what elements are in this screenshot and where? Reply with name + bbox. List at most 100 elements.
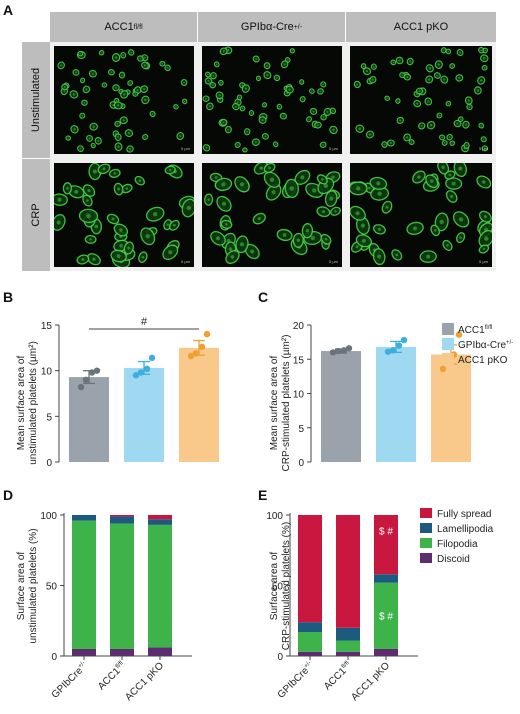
platelet	[263, 71, 272, 80]
platelet-core	[110, 71, 113, 74]
platelet	[292, 232, 304, 248]
platelet-core	[324, 237, 328, 241]
platelet-core	[322, 116, 325, 119]
platelet-core	[428, 67, 432, 70]
platelet	[119, 116, 128, 125]
platelet-core	[451, 65, 453, 67]
platelet-core	[372, 65, 375, 68]
platelet-core	[136, 89, 139, 92]
stack-segment	[298, 515, 322, 623]
platelet-core	[246, 130, 249, 133]
platelet	[408, 139, 415, 146]
platelet	[426, 120, 436, 130]
micrograph-unstimulated-gpiba-cre: 5 µm	[202, 46, 342, 154]
platelet	[355, 216, 370, 235]
platelet-core	[130, 51, 133, 54]
legend-label: Filopodia	[437, 539, 478, 550]
platelet-core	[377, 254, 382, 259]
y-tick-label: 0	[46, 458, 52, 469]
platelet	[113, 101, 123, 110]
platelet	[478, 244, 490, 254]
platelet-core	[310, 235, 316, 241]
platelet	[316, 174, 328, 185]
platelet-core	[442, 49, 445, 52]
platelet-core	[86, 199, 89, 202]
y-tick-label: 0	[298, 458, 304, 469]
platelet	[396, 116, 404, 124]
platelet-core	[459, 118, 462, 120]
platelet	[216, 195, 232, 212]
column-header-sup: +/-	[293, 23, 303, 31]
platelet-core	[97, 139, 100, 142]
platelet-core	[417, 175, 421, 179]
platelet	[70, 125, 79, 134]
platelet-core	[413, 226, 418, 231]
panel-e-letter: E	[258, 487, 267, 503]
stack-segment	[298, 632, 322, 652]
stack-segment	[336, 627, 360, 641]
platelet-core	[447, 50, 450, 53]
platelet-core	[73, 128, 76, 131]
platelet-core	[186, 205, 192, 211]
data-point	[132, 372, 140, 379]
platelet-core	[125, 187, 129, 190]
scale-bar-label: 5 µm	[479, 146, 488, 151]
platelet-core	[119, 243, 123, 248]
platelet	[69, 90, 79, 99]
platelet	[149, 110, 156, 118]
x-tick-label: GPIbCre+/-	[276, 660, 316, 700]
y-tick-label: 50	[46, 582, 58, 593]
platelet	[236, 94, 243, 101]
platelet	[320, 233, 332, 245]
platelet-core	[145, 234, 150, 239]
platelet-core	[239, 182, 245, 187]
platelet-core	[356, 186, 361, 191]
platelet	[182, 98, 188, 105]
platelet-core	[208, 105, 212, 108]
platelet	[202, 144, 211, 152]
platelet-core	[322, 143, 324, 146]
platelet	[440, 47, 447, 54]
platelet-core	[113, 172, 117, 175]
stack-segment	[374, 582, 398, 649]
platelet-core	[122, 119, 125, 122]
platelet-core	[216, 63, 218, 66]
platelet-core	[205, 97, 207, 100]
platelet	[476, 175, 492, 189]
platelet-core	[301, 98, 304, 101]
platelet-core	[257, 77, 260, 80]
platelet	[54, 213, 66, 231]
platelet-core	[56, 220, 61, 225]
platelet-core	[81, 115, 84, 117]
platelet	[403, 73, 412, 81]
column-header-acc1-pko: ACC1 pKO	[346, 12, 496, 42]
platelet	[134, 175, 145, 186]
platelet	[442, 239, 453, 251]
platelet	[365, 130, 375, 139]
platelet	[456, 49, 464, 56]
column-header-gpiba-cre: GPIbα-Cre +/-	[198, 12, 346, 42]
platelet-core	[116, 123, 119, 125]
platelet-core	[282, 115, 285, 118]
platelet	[261, 102, 268, 108]
platelet	[441, 139, 448, 146]
platelet-core	[63, 85, 66, 88]
micrograph-image	[353, 46, 489, 153]
micrograph-crp-acc1-pko: 5 µm	[350, 163, 492, 267]
platelet-core	[116, 254, 121, 258]
platelet-core	[83, 101, 86, 104]
platelet-core	[100, 52, 103, 54]
x-tick-label: ACC1 pKO	[349, 660, 392, 703]
platelet-core	[236, 144, 239, 146]
platelet-core	[207, 80, 210, 82]
platelet	[446, 133, 453, 141]
platelet	[67, 185, 85, 199]
platelet	[412, 170, 426, 184]
stack-segment	[148, 647, 172, 656]
platelet	[215, 91, 224, 100]
platelet-core	[476, 89, 480, 92]
platelet	[453, 119, 462, 128]
platelet-core	[484, 236, 489, 241]
platelet-core	[261, 118, 264, 122]
